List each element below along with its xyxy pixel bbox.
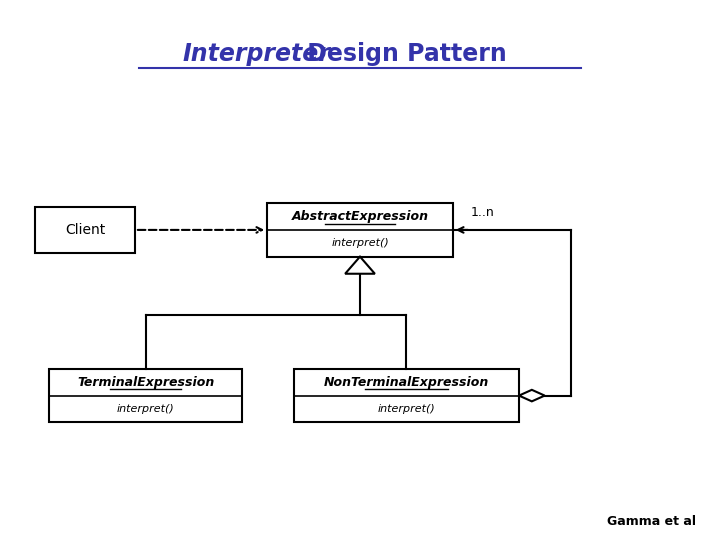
Text: Interpreter: Interpreter xyxy=(182,42,330,65)
Text: interpret(): interpret() xyxy=(377,404,436,414)
Polygon shape xyxy=(345,256,375,274)
FancyBboxPatch shape xyxy=(294,369,519,422)
FancyBboxPatch shape xyxy=(267,203,453,256)
Text: Gamma et al: Gamma et al xyxy=(607,515,696,528)
FancyBboxPatch shape xyxy=(49,369,242,422)
Text: AbstractExpression: AbstractExpression xyxy=(292,210,428,223)
Polygon shape xyxy=(519,390,545,401)
Text: Design Pattern: Design Pattern xyxy=(299,42,507,65)
Text: Client: Client xyxy=(65,223,105,237)
Text: NonTerminalExpression: NonTerminalExpression xyxy=(324,376,489,389)
Text: 1..n: 1..n xyxy=(471,206,495,219)
Text: interpret(): interpret() xyxy=(331,238,389,248)
Text: interpret(): interpret() xyxy=(117,404,174,414)
FancyBboxPatch shape xyxy=(35,207,135,253)
Text: TerminalExpression: TerminalExpression xyxy=(77,376,215,389)
